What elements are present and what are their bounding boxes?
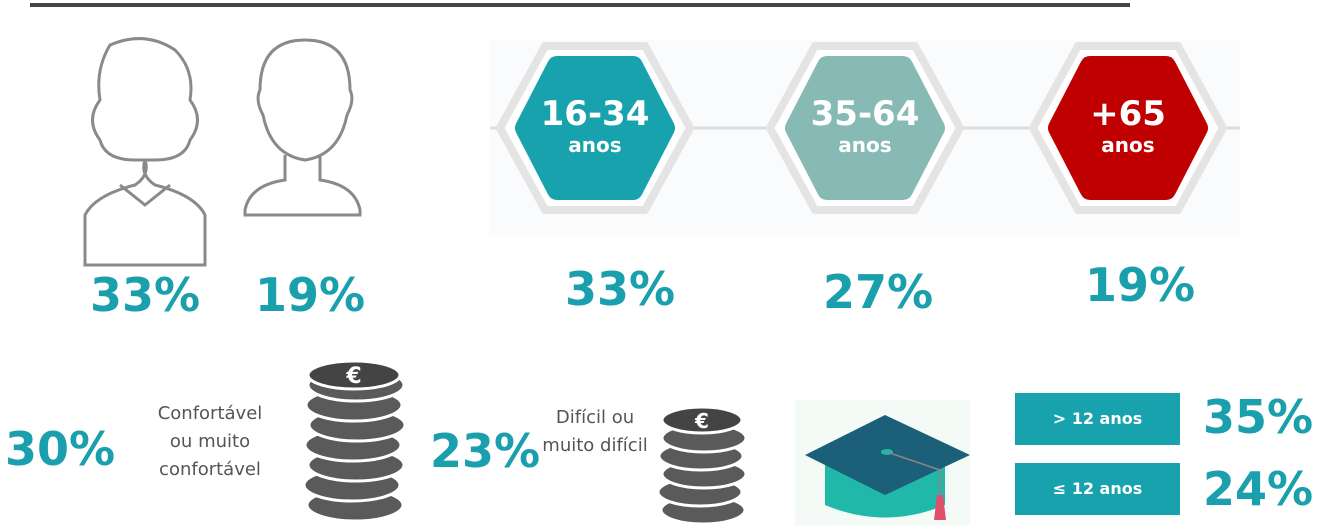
income-label: ou muito <box>169 431 251 452</box>
age-percent: 19% <box>1084 258 1196 312</box>
income-label: confortável <box>159 459 261 480</box>
income-percent: 23% <box>429 424 541 478</box>
age-percent: 33% <box>564 262 676 316</box>
age-range: +65 <box>1090 94 1166 134</box>
edu-label: ≤ 12 anos <box>1015 463 1180 515</box>
age-range: 35-64 <box>810 94 920 134</box>
edu-percent: 24% <box>1202 462 1314 516</box>
age-percent: 27% <box>822 265 934 319</box>
age-unit: anos <box>1101 133 1155 157</box>
income-label: Confortável <box>157 403 263 424</box>
euro: € <box>694 409 709 433</box>
top-rule <box>30 3 1130 7</box>
female-percent: 33% <box>89 268 201 322</box>
coins-short <box>656 405 748 526</box>
income-label: muito difícil <box>542 435 648 456</box>
coins-tall <box>302 359 407 523</box>
edu-percent: 35% <box>1202 390 1314 444</box>
income-percent: 30% <box>4 422 116 476</box>
male-percent: 19% <box>254 268 366 322</box>
age-unit: anos <box>568 133 622 157</box>
age-unit: anos <box>838 133 892 157</box>
male-icon <box>243 38 362 217</box>
age-range: 16-34 <box>540 94 650 134</box>
grad-cap <box>805 415 970 520</box>
age-hexagons <box>496 42 1227 214</box>
female-icon <box>83 37 207 267</box>
euro: € <box>345 364 361 389</box>
edu-label: > 12 anos <box>1015 393 1180 445</box>
income-label: Difícil ou <box>555 407 635 428</box>
